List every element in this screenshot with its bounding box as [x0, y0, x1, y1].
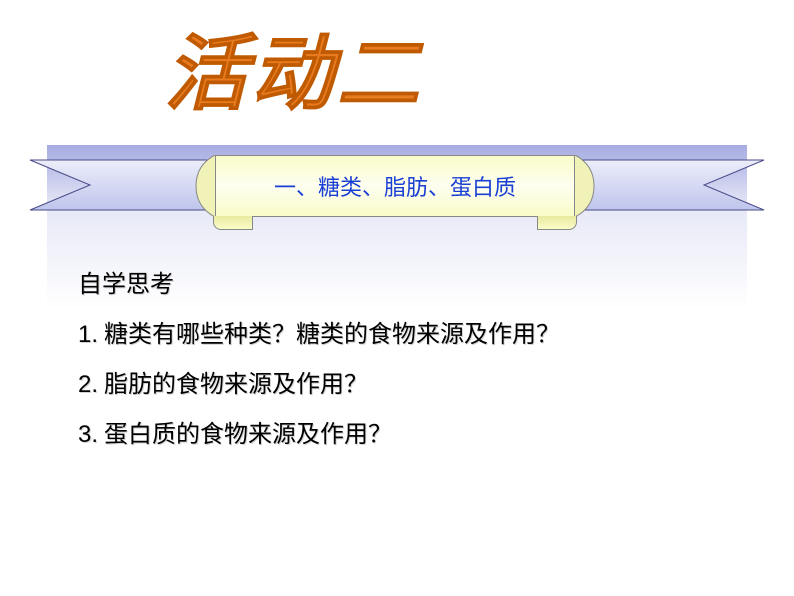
question-1-num: 1.: [78, 321, 98, 348]
question-2-num: 2.: [78, 371, 98, 398]
scroll-bottom-right: [537, 216, 577, 230]
question-2: 2. 脂肪的食物来源及作用？: [78, 364, 368, 399]
question-3-num: 3.: [78, 421, 98, 448]
intro-text: 自学思考: [78, 264, 174, 299]
banner-body: 一、糖类、脂肪、蛋白质: [215, 155, 575, 217]
banner-text: 一、糖类、脂肪、蛋白质: [274, 170, 516, 202]
section-banner: 一、糖类、脂肪、蛋白质: [195, 155, 595, 230]
question-1: 1. 糖类有哪些种类？糖类的食物来源及作用？: [78, 314, 560, 349]
slide-title-text: 活动二: [165, 29, 424, 120]
scroll-right-curl-icon: [574, 155, 596, 217]
question-3: 3. 蛋白质的食物来源及作用？: [78, 414, 392, 449]
question-3-text: 蛋白质的食物来源及作用？: [104, 422, 392, 448]
question-1-text: 糖类有哪些种类？糖类的食物来源及作用？: [104, 322, 560, 348]
scroll-bottom-left: [213, 216, 253, 230]
slide-title: 活动二: [165, 20, 485, 150]
scroll-left-curl-icon: [194, 155, 216, 217]
question-2-text: 脂肪的食物来源及作用？: [104, 372, 368, 398]
